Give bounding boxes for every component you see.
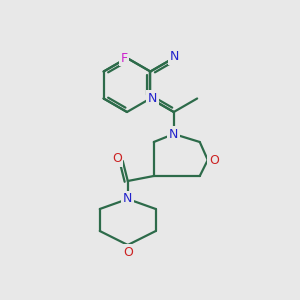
Text: N: N — [148, 92, 157, 105]
Text: O: O — [209, 154, 219, 166]
Text: O: O — [123, 245, 133, 259]
Text: N: N — [123, 193, 133, 206]
Text: N: N — [169, 128, 178, 140]
Text: O: O — [112, 152, 122, 166]
Text: N: N — [170, 50, 179, 64]
Text: F: F — [120, 52, 128, 64]
